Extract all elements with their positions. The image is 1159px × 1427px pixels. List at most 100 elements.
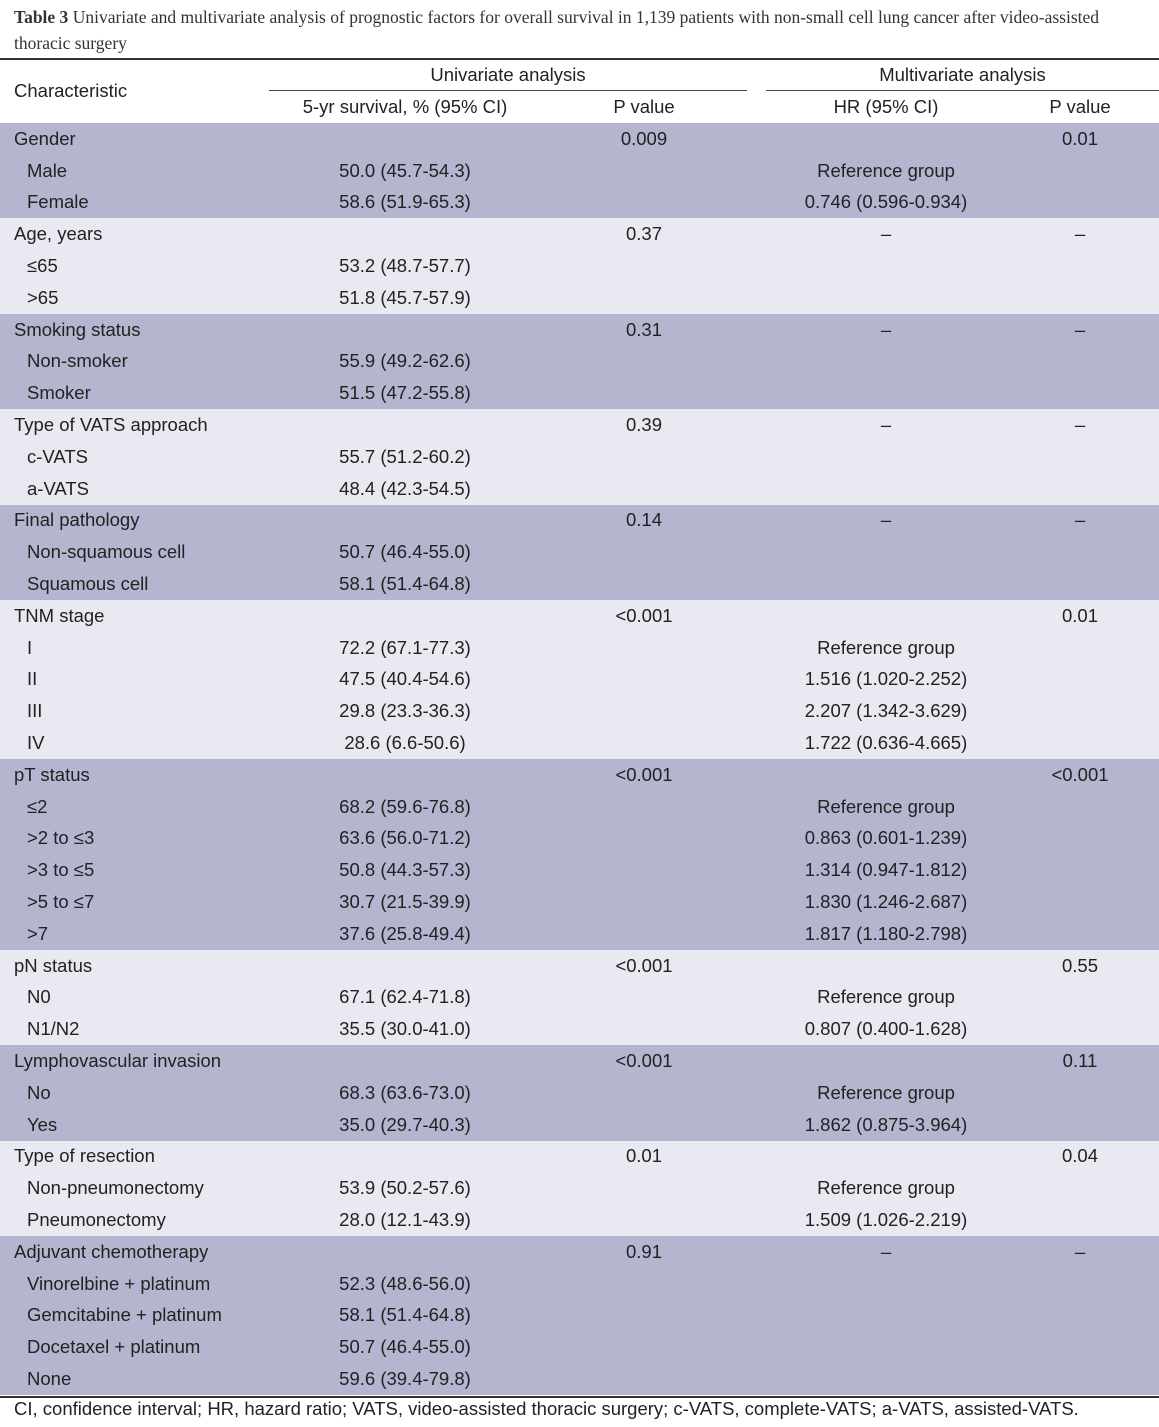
survival-value: 53.9 (50.2-57.6) — [339, 1177, 471, 1199]
survival-value: 55.7 (51.2-60.2) — [339, 445, 471, 467]
hazard-ratio — [776, 441, 996, 473]
row-group: Type of resection 0.01 0.04 Non-pneumonecto… — [0, 1140, 1159, 1236]
hazard-ratio — [776, 759, 996, 791]
group-label: Gender — [14, 127, 76, 149]
p-value-univariate: <0.001 — [615, 954, 673, 976]
table-row: >5 to ≤7 30.7 (21.5-39.9) 1.830 (1.246-2.6… — [0, 886, 1159, 918]
header-multivariate: Multivariate analysis — [879, 64, 1046, 85]
group-label: Smoking status — [14, 318, 141, 340]
p-value-univariate: 0.31 — [625, 318, 662, 340]
row-group: Adjuvant chemotherapy 0.91 – – Vinorelbine +… — [0, 1235, 1159, 1395]
table-row: c-VATS 55.7 (51.2-60.2) — [0, 441, 1159, 473]
hazard-ratio: 1.314 (0.947-1.812) — [804, 859, 968, 881]
header-univariate: Univariate analysis — [430, 64, 586, 85]
header-survival: 5-yr survival, % (95% CI) — [302, 96, 508, 117]
subgroup-label: None — [27, 1367, 72, 1389]
subgroup-label: Non-pneumonectomy — [27, 1177, 204, 1199]
table-label: Table 3 — [14, 7, 69, 27]
table-row: Gemcitabine + platinum 58.1 (51.4-64.8) — [0, 1299, 1159, 1331]
p-value-multivariate: 0.55 — [1061, 954, 1098, 976]
subgroup-label: III — [27, 700, 43, 722]
p-value-multivariate: 0.01 — [1061, 604, 1098, 626]
hazard-ratio — [776, 346, 996, 378]
row-group: pT status <0.001 <0.001 ≤2 68.2 (59.6-76.8) R… — [0, 758, 1159, 950]
hazard-ratio — [776, 1331, 996, 1363]
survival-value: 37.6 (25.8-49.4) — [339, 922, 471, 944]
multivariate-rule — [766, 90, 1159, 91]
group-label: Final pathology — [14, 509, 140, 531]
survival-value: 30.7 (21.5-39.9) — [339, 891, 471, 913]
hazard-ratio: 2.207 (1.342-3.629) — [804, 700, 968, 722]
survival-value: 47.5 (40.4-54.6) — [339, 668, 471, 690]
hazard-ratio — [776, 123, 996, 155]
subgroup-label: I — [27, 636, 33, 658]
p-value-univariate: 0.14 — [625, 509, 662, 531]
table-caption: Table 3 Univariate and multivariate anal… — [14, 4, 1149, 56]
survival-value: 63.6 (56.0-71.2) — [339, 827, 471, 849]
row-group: Gender 0.009 0.01 Male 50.0 (45.7-54.3) Refer… — [0, 123, 1159, 219]
subgroup-label: c-VATS — [27, 445, 88, 467]
p-value-univariate: 0.39 — [625, 414, 662, 436]
table-row: Non-squamous cell 50.7 (46.4-55.0) — [0, 536, 1159, 568]
table-row: III 29.8 (23.3-36.3) 2.207 (1.342-3.629) — [0, 695, 1159, 727]
header-hr: HR (95% CI) — [833, 96, 939, 117]
survival-value: 68.3 (63.6-73.0) — [339, 1081, 471, 1103]
univariate-rule — [269, 90, 747, 91]
p-value-univariate: <0.001 — [615, 763, 673, 785]
subgroup-label: >2 to ≤3 — [27, 827, 95, 849]
group-header-row: Type of resection 0.01 0.04 — [0, 1141, 1159, 1173]
survival-value: 53.2 (48.7-57.7) — [339, 255, 471, 277]
header-p-value-univariate: P value — [613, 96, 675, 117]
p-value-multivariate: 0.04 — [1061, 1145, 1098, 1167]
subgroup-label: N1/N2 — [27, 1018, 80, 1040]
survival-value: 35.0 (29.7-40.3) — [339, 1113, 471, 1135]
subgroup-label: Docetaxel + platinum — [27, 1336, 201, 1358]
table-row: N0 67.1 (62.4-71.8) Reference group — [0, 982, 1159, 1014]
group-header-row: Final pathology 0.14 – – — [0, 505, 1159, 537]
header-characteristic: Characteristic — [14, 80, 128, 101]
group-label: TNM stage — [14, 604, 105, 626]
table-row: None 59.6 (39.4-79.8) — [0, 1363, 1159, 1395]
hazard-ratio — [776, 536, 996, 568]
row-group: Lymphovascular invasion <0.001 0.11 No 68.3 … — [0, 1045, 1159, 1141]
p-value-multivariate: – — [1074, 509, 1086, 531]
survival-value: 28.6 (6.6-50.6) — [344, 732, 466, 754]
p-value-univariate: <0.001 — [615, 1050, 673, 1071]
subgroup-label: ≤2 — [27, 795, 48, 817]
hazard-ratio: 1.516 (1.020-2.252) — [804, 668, 968, 690]
subgroup-label: Non-squamous cell — [27, 541, 186, 563]
p-value-multivariate: 0.11 — [1062, 1050, 1098, 1071]
group-header-row: Smoking status 0.31 – – — [0, 314, 1159, 346]
table-row: Squamous cell 58.1 (51.4-64.8) — [0, 568, 1159, 600]
hazard-ratio — [776, 600, 996, 632]
subgroup-label: Non-smoker — [27, 350, 128, 372]
table-row: Smoker 51.5 (47.2-55.8) — [0, 377, 1159, 409]
group-label: Adjuvant chemotherapy — [14, 1240, 209, 1262]
row-group: Type of VATS approach 0.39 – – c-VATS 55.7 (5… — [0, 409, 1159, 505]
p-value-multivariate: – — [1074, 318, 1086, 340]
group-label: pT status — [14, 763, 90, 785]
group-header-row: Type of VATS approach 0.39 – – — [0, 409, 1159, 441]
subgroup-label: a-VATS — [27, 477, 90, 499]
group-header-row: pN status <0.001 0.55 — [0, 950, 1159, 982]
table-title: Univariate and multivariate analysis of … — [14, 7, 1100, 53]
table-row: >7 37.6 (25.8-49.4) 1.817 (1.180-2.798) — [0, 918, 1159, 950]
subgroup-label: II — [27, 668, 38, 690]
survival-value: 50.0 (45.7-54.3) — [339, 159, 471, 181]
p-value-univariate: 0.01 — [625, 1145, 662, 1167]
row-group: Smoking status 0.31 – – Non-smoker 55.9 (49.2… — [0, 313, 1159, 410]
hazard-ratio: – — [880, 1240, 892, 1262]
hazard-ratio: 1.862 (0.875-3.964) — [804, 1113, 968, 1135]
top-rule — [0, 58, 1159, 60]
hazard-ratio — [776, 1299, 996, 1331]
table-row: Pneumonectomy 28.0 (12.1-43.9) 1.509 (1.02… — [0, 1204, 1159, 1236]
survival-value: 28.0 (12.1-43.9) — [339, 1208, 471, 1230]
group-header-row: Adjuvant chemotherapy 0.91 – – — [0, 1236, 1159, 1268]
subgroup-label: Pneumonectomy — [27, 1208, 166, 1230]
hazard-ratio — [776, 282, 996, 314]
hazard-ratio: 0.807 (0.400-1.628) — [804, 1018, 968, 1040]
survival-value: 72.2 (67.1-77.3) — [339, 636, 471, 658]
table-row: Non-pneumonectomy 53.9 (50.2-57.6) Referen… — [0, 1172, 1159, 1204]
survival-value: 67.1 (62.4-71.8) — [339, 986, 471, 1008]
